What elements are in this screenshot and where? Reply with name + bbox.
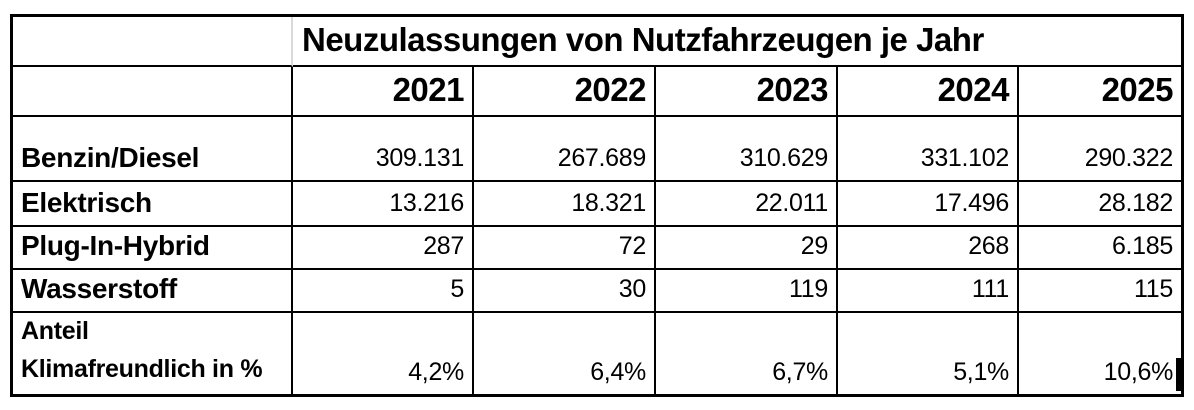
value-cell[interactable]: 115 — [1019, 270, 1181, 313]
value-cell[interactable]: 28.182 — [1019, 182, 1181, 227]
value-cell[interactable]: 267.689 — [474, 117, 656, 182]
cell-cursor-artifact — [1176, 358, 1182, 391]
year-header-2023[interactable]: 2023 — [656, 67, 838, 117]
value-cell[interactable]: 13.216 — [293, 182, 474, 227]
value-cell[interactable]: 5,1% — [838, 313, 1019, 394]
row-label-line1: Anteil — [21, 317, 89, 345]
row-label-benzin-diesel[interactable]: Benzin/Diesel — [13, 117, 293, 182]
value-cell[interactable]: 4,2% — [293, 313, 474, 394]
year-header-2025[interactable]: 2025 — [1019, 67, 1181, 117]
value-cell[interactable]: 287 — [293, 227, 474, 270]
row-label-anteil-klimafreundlich[interactable]: Anteil Klimafreundlich in % — [13, 313, 293, 394]
year-header-2024[interactable]: 2024 — [838, 67, 1019, 117]
value-cell[interactable]: 119 — [656, 270, 838, 313]
value-cell[interactable]: 111 — [838, 270, 1019, 313]
row-label-elektrisch[interactable]: Elektrisch — [13, 182, 293, 227]
value-cell[interactable]: 290.322 — [1019, 117, 1181, 182]
value-cell[interactable]: 10,6% — [1103, 358, 1174, 386]
value-cell[interactable]: 6,7% — [656, 313, 838, 394]
row-label-plug-in-hybrid[interactable]: Plug-In-Hybrid — [13, 227, 293, 270]
row-label-line2: Klimafreundlich in % — [21, 354, 263, 383]
value-cell[interactable]: 6.185 — [1019, 227, 1181, 270]
value-cell[interactable]: 72 — [474, 227, 656, 270]
value-cell[interactable]: 29 — [656, 227, 838, 270]
value-cell[interactable]: 310.629 — [656, 117, 838, 182]
table-title[interactable]: Neuzulassungen von Nutzfahrzeugen je Jah… — [293, 17, 1181, 67]
value-cell[interactable]: 22.011 — [656, 182, 838, 227]
value-cell[interactable]: 17.496 — [838, 182, 1019, 227]
value-cell[interactable]: 30 — [474, 270, 656, 313]
value-cell[interactable]: 18.321 — [474, 182, 656, 227]
year-header-2021[interactable]: 2021 — [293, 67, 474, 117]
value-cell[interactable]: 331.102 — [838, 117, 1019, 182]
data-table: Neuzulassungen von Nutzfahrzeugen je Jah… — [10, 14, 1184, 397]
value-cell[interactable]: 268 — [838, 227, 1019, 270]
header-spacer-cell[interactable] — [13, 67, 293, 117]
year-header-2022[interactable]: 2022 — [474, 67, 656, 117]
row-label-wasserstoff[interactable]: Wasserstoff — [13, 270, 293, 313]
value-cell[interactable]: 6,4% — [474, 313, 656, 394]
corner-cell[interactable] — [13, 17, 293, 67]
value-cell[interactable]: 5 — [293, 270, 474, 313]
value-cell[interactable]: 309.131 — [293, 117, 474, 182]
